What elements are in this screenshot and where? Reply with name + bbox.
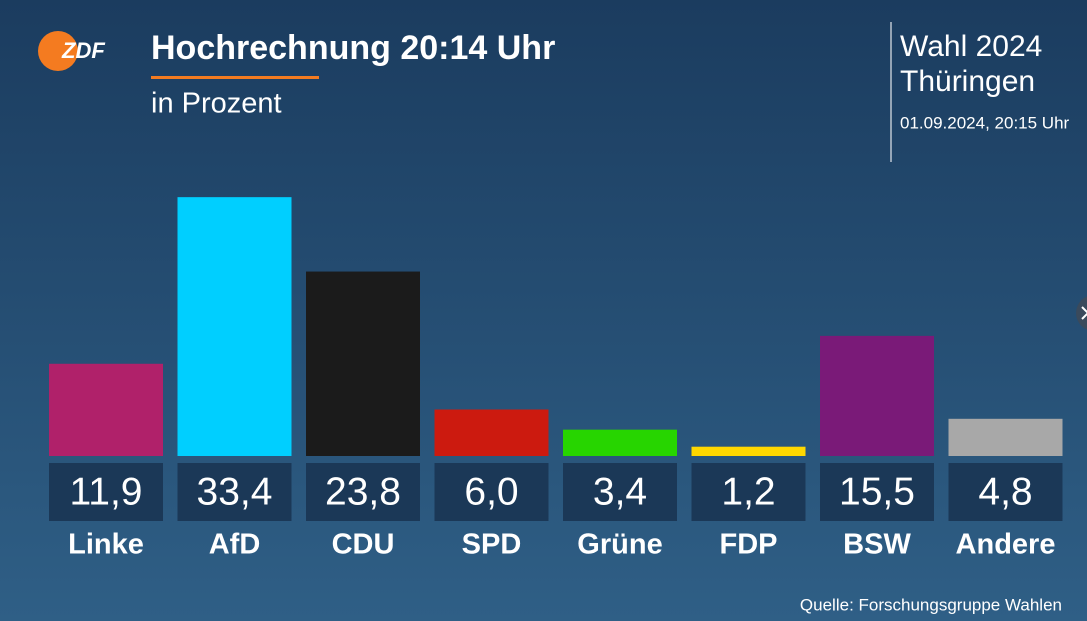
bar (49, 363, 163, 456)
bar (691, 446, 806, 456)
logo: ZDF (61, 38, 105, 63)
value-label: 1,2 (721, 470, 775, 513)
value-box (948, 463, 1063, 521)
value-label: 15,5 (839, 470, 915, 513)
chart-title: Hochrechnung 20:14 Uhr (151, 29, 555, 67)
timestamp: 01.09.2024, 20:15 Uhr (900, 113, 1070, 132)
next-arrow[interactable] (1081, 306, 1087, 320)
election: Wahl 2024 (900, 30, 1042, 63)
category-label: AfD (209, 529, 261, 561)
value-box (434, 463, 549, 521)
value-box (820, 463, 934, 521)
bar (820, 335, 934, 456)
region: Thüringen (900, 65, 1035, 98)
value-label: 11,9 (69, 470, 142, 513)
value-label: 6,0 (464, 470, 518, 513)
next-button[interactable] (1076, 295, 1087, 331)
bar (434, 409, 549, 456)
category-label: Grüne (577, 529, 662, 561)
chart-subtitle: in Prozent (151, 88, 282, 120)
title-underline (151, 76, 319, 79)
value-label: 3,4 (593, 470, 647, 513)
bar (948, 418, 1063, 456)
value-label: 4,8 (978, 470, 1032, 513)
bar (306, 271, 420, 456)
category-label: Andere (956, 529, 1056, 561)
value-label: 23,8 (325, 470, 401, 513)
category-label: CDU (332, 529, 395, 561)
logo-circle (38, 31, 78, 71)
category-label: FDP (720, 529, 778, 561)
category-label: SPD (462, 529, 522, 561)
bar (177, 197, 292, 456)
category-label: BSW (843, 529, 911, 561)
value-box (177, 463, 292, 521)
value-label: 33,4 (197, 470, 273, 513)
next-button-circle[interactable] (1076, 295, 1087, 331)
value-box (49, 463, 163, 521)
bar (563, 429, 677, 456)
value-box (563, 463, 677, 521)
value-box (306, 463, 420, 521)
value-box (691, 463, 806, 521)
source: Quelle: Forschungsgruppe Wahlen (800, 595, 1062, 614)
category-label: Linke (68, 529, 144, 561)
